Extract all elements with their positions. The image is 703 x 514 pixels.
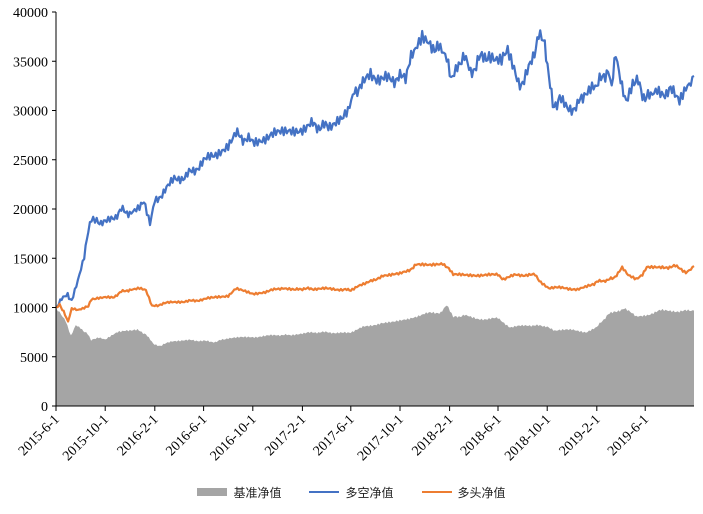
- y-tick-label: 30000: [13, 105, 48, 120]
- series-line-long: [55, 262, 695, 323]
- x-tick-label: 2016-2-1: [115, 412, 162, 459]
- y-tick-label: 20000: [13, 203, 48, 218]
- x-tick-label: 2017-6-1: [311, 412, 358, 459]
- y-tick-label: 35000: [13, 55, 48, 70]
- legend-label-benchmark: 基准净值: [233, 485, 282, 500]
- x-tick-label: 2016-6-1: [164, 412, 211, 459]
- y-tick-label: 25000: [13, 154, 48, 169]
- y-tick-label: 40000: [13, 6, 48, 21]
- legend-swatch-long-short: [309, 491, 340, 493]
- legend-swatch-long: [421, 491, 452, 493]
- series-line-long-short: [55, 29, 695, 309]
- y-tick-label: 0: [41, 400, 48, 415]
- x-tick-label: 2015-6-1: [16, 412, 63, 459]
- y-tick-label: 5000: [20, 351, 48, 366]
- y-tick-label: 10000: [13, 302, 48, 317]
- series-area-benchmark: [56, 305, 694, 406]
- legend-item-long-short: 多空净值: [309, 484, 394, 501]
- x-tick-label: 2016-10-1: [208, 412, 260, 464]
- legend-swatch-benchmark: [197, 488, 228, 496]
- x-tick-label: 2018-6-1: [458, 412, 505, 459]
- x-tick-label: 2017-2-1: [262, 412, 309, 459]
- x-tick-label: 2015-10-1: [60, 412, 112, 464]
- x-tick-label: 2019-2-1: [557, 412, 604, 459]
- y-tick-label: 15000: [13, 252, 48, 267]
- x-tick-label: 2017-10-1: [355, 412, 407, 464]
- legend-item-benchmark: 基准净值: [197, 484, 281, 501]
- legend-item-long: 多头净值: [421, 484, 506, 501]
- x-tick-label: 2018-10-1: [502, 412, 554, 464]
- legend: 基准净值 多空净值 多头净值: [0, 482, 703, 502]
- legend-label-long-short: 多空净值: [345, 485, 394, 500]
- x-tick-label: 2019-6-1: [605, 412, 652, 459]
- legend-label-long: 多头净值: [457, 485, 506, 500]
- x-tick-label: 2018-2-1: [410, 412, 457, 459]
